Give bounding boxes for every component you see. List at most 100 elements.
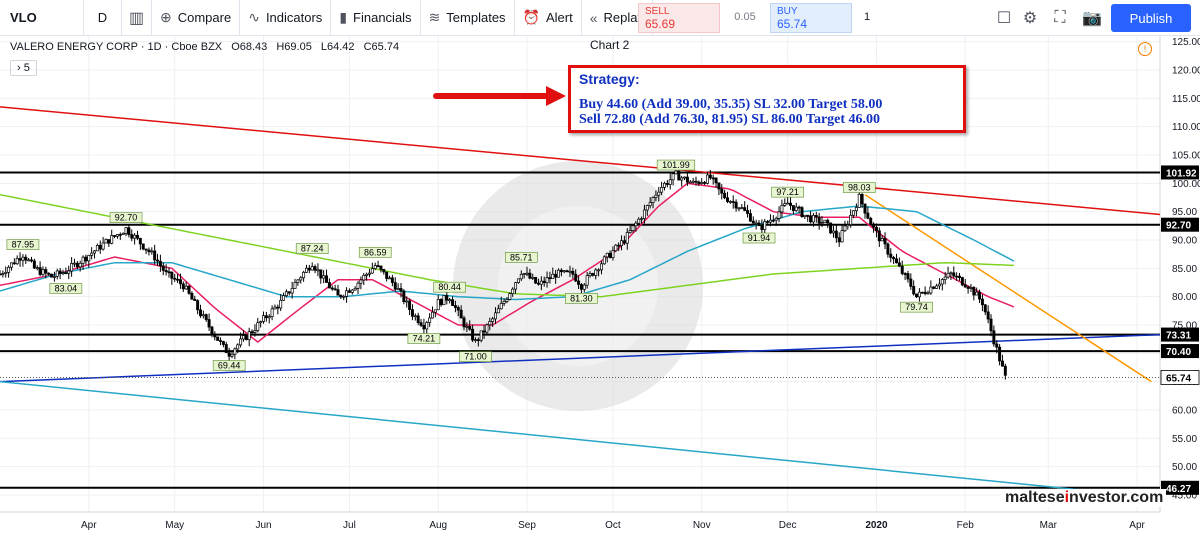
candle-body — [227, 352, 231, 357]
candle-body — [219, 340, 223, 342]
indicator-toggle[interactable]: › 5 — [10, 60, 37, 76]
candle-body — [720, 188, 724, 194]
candle-body — [135, 234, 139, 239]
publish-button[interactable]: Publish — [1111, 4, 1191, 32]
indicators-icon: ∿ — [248, 9, 260, 25]
financials-button[interactable]: ▮ Financials — [331, 0, 421, 36]
candle-body — [771, 219, 775, 222]
camera-icon[interactable]: 📷 — [1082, 10, 1102, 27]
trendline — [864, 194, 1152, 383]
candle-body — [946, 272, 950, 278]
candle-body — [651, 197, 655, 203]
candle-body — [972, 287, 976, 296]
candle-body — [657, 191, 661, 196]
candle-body — [1003, 365, 1007, 376]
alert-button[interactable]: ⏰ Alert — [515, 0, 582, 36]
top-toolbar: VLO D ▥ ⊕ Compare ∿ Indicators ▮ Financials… — [0, 0, 1200, 36]
level-price-tag — [1161, 327, 1199, 342]
candle-body — [339, 294, 343, 298]
candle-body — [869, 217, 873, 225]
candle-body — [823, 219, 827, 223]
indicators-button[interactable]: ∿ Indicators — [240, 0, 332, 36]
level-price-tag — [1161, 344, 1199, 359]
candle-body — [325, 275, 329, 283]
candle-body — [282, 295, 286, 301]
candle-body — [273, 306, 277, 310]
y-tick-label: 80.00 — [1172, 292, 1197, 303]
candle-body — [436, 299, 440, 311]
candle-body — [230, 353, 234, 357]
moving-average-slow — [0, 193, 1014, 298]
rewind-icon: « — [589, 9, 598, 26]
price-chart[interactable]: 87.95 83.04 92.70 69.44 87.24 86.59 74.21 80.44… — [0, 36, 1200, 536]
candle-body — [854, 207, 858, 212]
candle-body — [87, 254, 91, 262]
candle-body — [64, 272, 68, 275]
buy-button[interactable]: BUY 65.74 — [770, 3, 852, 33]
candle-body — [121, 233, 125, 235]
candle-body — [316, 269, 320, 272]
candle-body — [482, 330, 486, 333]
candle-body — [264, 315, 268, 319]
instrument-name: VALERO ENERGY CORP · 1D · Cboe BZX — [10, 41, 223, 53]
layout-icon[interactable]: ☐ — [996, 10, 1012, 27]
templates-button[interactable]: ≋ Templates — [421, 0, 515, 36]
candle-body — [250, 331, 254, 334]
candle-body — [236, 344, 240, 350]
candle-body — [665, 182, 669, 185]
candle-body — [952, 272, 956, 277]
candle-body — [932, 286, 936, 289]
interval-selector[interactable]: D — [84, 0, 122, 36]
candle-body — [797, 206, 801, 209]
warning-icon[interactable]: ! — [1138, 42, 1152, 56]
x-tick-label: Jul — [343, 520, 356, 531]
candle-body — [184, 285, 188, 290]
candle-body — [611, 250, 615, 258]
candle-body — [110, 235, 114, 244]
candle-body — [439, 299, 443, 306]
candle-body — [734, 201, 738, 209]
candle-body — [508, 293, 512, 300]
gear-icon[interactable]: ⚙ — [1022, 10, 1038, 27]
candle-body — [422, 325, 426, 330]
candle-style-icon[interactable]: ▥ — [122, 0, 152, 36]
spread-value: 0.05 — [734, 11, 756, 23]
candle-body — [207, 319, 211, 328]
candle-body — [903, 273, 907, 275]
candle-body — [786, 202, 790, 205]
candle-body — [966, 286, 970, 289]
candle-body — [691, 180, 695, 183]
candle-body — [153, 250, 157, 261]
price-label: 92.70 — [115, 213, 138, 223]
candle-body — [379, 265, 383, 270]
fullscreen-icon[interactable]: ⛶ — [1054, 9, 1066, 26]
candle-body — [101, 242, 105, 250]
candle-body — [419, 322, 423, 326]
candle-body — [588, 273, 592, 277]
candle-body — [144, 248, 148, 251]
x-tick-label: Apr — [1129, 520, 1145, 531]
price-label: 98.03 — [848, 182, 871, 192]
candle-body — [41, 269, 45, 275]
candle-body — [837, 237, 841, 243]
price-label-box — [459, 351, 492, 362]
candle-body — [93, 250, 97, 254]
candle-body — [568, 270, 572, 273]
candle-body — [362, 275, 366, 281]
y-tick-label: 115.00 — [1172, 94, 1200, 105]
candle-body — [551, 273, 555, 279]
x-tick-label: Feb — [957, 520, 975, 531]
candle-body — [986, 311, 990, 320]
price-label: 97.21 — [776, 187, 799, 197]
candle-body — [115, 234, 119, 237]
quantity-field[interactable]: 1 — [863, 11, 871, 23]
compare-button[interactable]: ⊕ Compare — [152, 0, 241, 36]
sell-price: 65.69 — [645, 17, 676, 31]
candle-body — [514, 282, 518, 290]
candle-body — [605, 252, 609, 258]
sell-button[interactable]: SELL 65.69 — [638, 3, 720, 33]
symbol-search[interactable]: VLO — [0, 0, 84, 36]
price-label-box — [109, 212, 143, 223]
candle-body — [488, 321, 492, 326]
candle-body — [425, 322, 429, 330]
